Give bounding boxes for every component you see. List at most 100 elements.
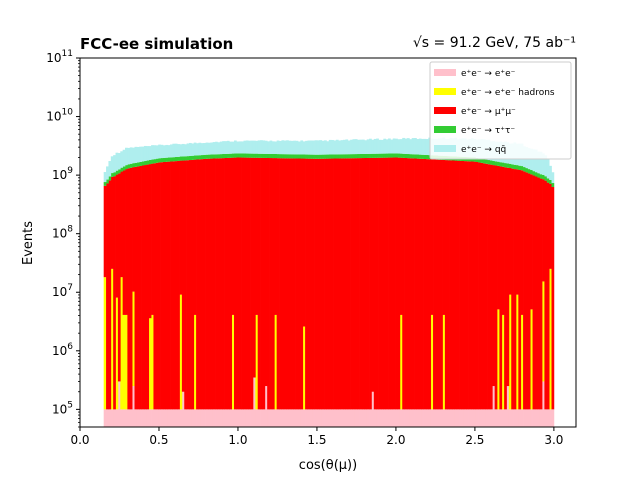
bar [418,409,422,427]
bar [302,409,306,427]
bar [165,409,169,427]
bar [283,140,287,155]
bar [359,139,363,154]
bar [295,158,299,410]
bar [542,281,545,382]
bar [141,161,145,166]
bar [314,158,318,410]
bar [461,409,465,427]
bar [250,157,254,410]
bar [241,409,244,427]
bar [546,159,550,179]
bar [497,409,500,427]
bar [290,154,294,159]
legend-swatch [434,126,456,133]
bar [504,409,507,427]
bar [309,409,313,427]
bar [530,409,533,427]
legend: e⁺e⁻ → e⁺e⁻ e⁺e⁻ → e⁺e⁻ hadrons e⁺e⁻ → μ⁺μ… [429,61,572,160]
bar [229,153,232,158]
bar [136,409,140,427]
bar [463,161,467,410]
bar [305,154,308,159]
bar [186,156,190,161]
bar [125,409,128,427]
bar [319,154,323,159]
bar [307,154,311,159]
legend-swatch [434,145,456,152]
bar [243,153,247,158]
bar [203,158,206,410]
bar [174,409,178,427]
bar [534,172,538,177]
bar [262,140,266,154]
bar [366,153,370,158]
bar [222,154,225,159]
bar [205,142,209,155]
bar [494,165,498,410]
bar [373,157,377,410]
bar [473,409,477,427]
bar [544,155,548,177]
bar [260,140,263,154]
bar [186,143,190,157]
legend-swatch [434,69,456,76]
bar [504,163,507,168]
bar [508,409,512,427]
bar [129,167,133,410]
bar [134,409,138,427]
bar [191,159,195,410]
bar [186,409,190,427]
bar [404,409,408,427]
bar [499,409,503,427]
bar [136,162,140,167]
bar [361,409,365,427]
bar [508,294,512,410]
bar [217,154,221,159]
bar [148,409,152,427]
bar [364,140,368,154]
bar [428,409,432,427]
bar [539,174,543,179]
bar [302,158,306,327]
bar [324,158,327,410]
bar [153,409,157,427]
bar [326,154,330,159]
bar [207,154,211,159]
bar [425,409,429,427]
bar [257,153,261,158]
bar [255,153,259,158]
bar [395,153,398,158]
bar [480,409,484,427]
bar [300,409,304,427]
bar [305,158,308,410]
bar [120,277,123,410]
bar [314,140,318,155]
bar [409,154,413,159]
bar [188,409,192,427]
bar [501,162,505,167]
bar [262,409,266,427]
bar [537,177,541,410]
bar [343,158,346,410]
bar [380,153,384,158]
bar [143,165,147,410]
bar [406,409,410,427]
bar [288,140,292,155]
bar [388,409,391,427]
bar [371,139,375,154]
bar [139,146,142,162]
x-tick-label: 0.0 [70,433,89,447]
bar [316,409,320,427]
bar [148,146,152,160]
bar [297,141,301,155]
bar [115,174,119,298]
bar [515,294,519,410]
bar [515,169,519,295]
bar [352,158,356,410]
bar [177,160,180,410]
bar [549,179,552,184]
bar [236,157,240,410]
bar [117,169,121,174]
bar [241,141,244,154]
